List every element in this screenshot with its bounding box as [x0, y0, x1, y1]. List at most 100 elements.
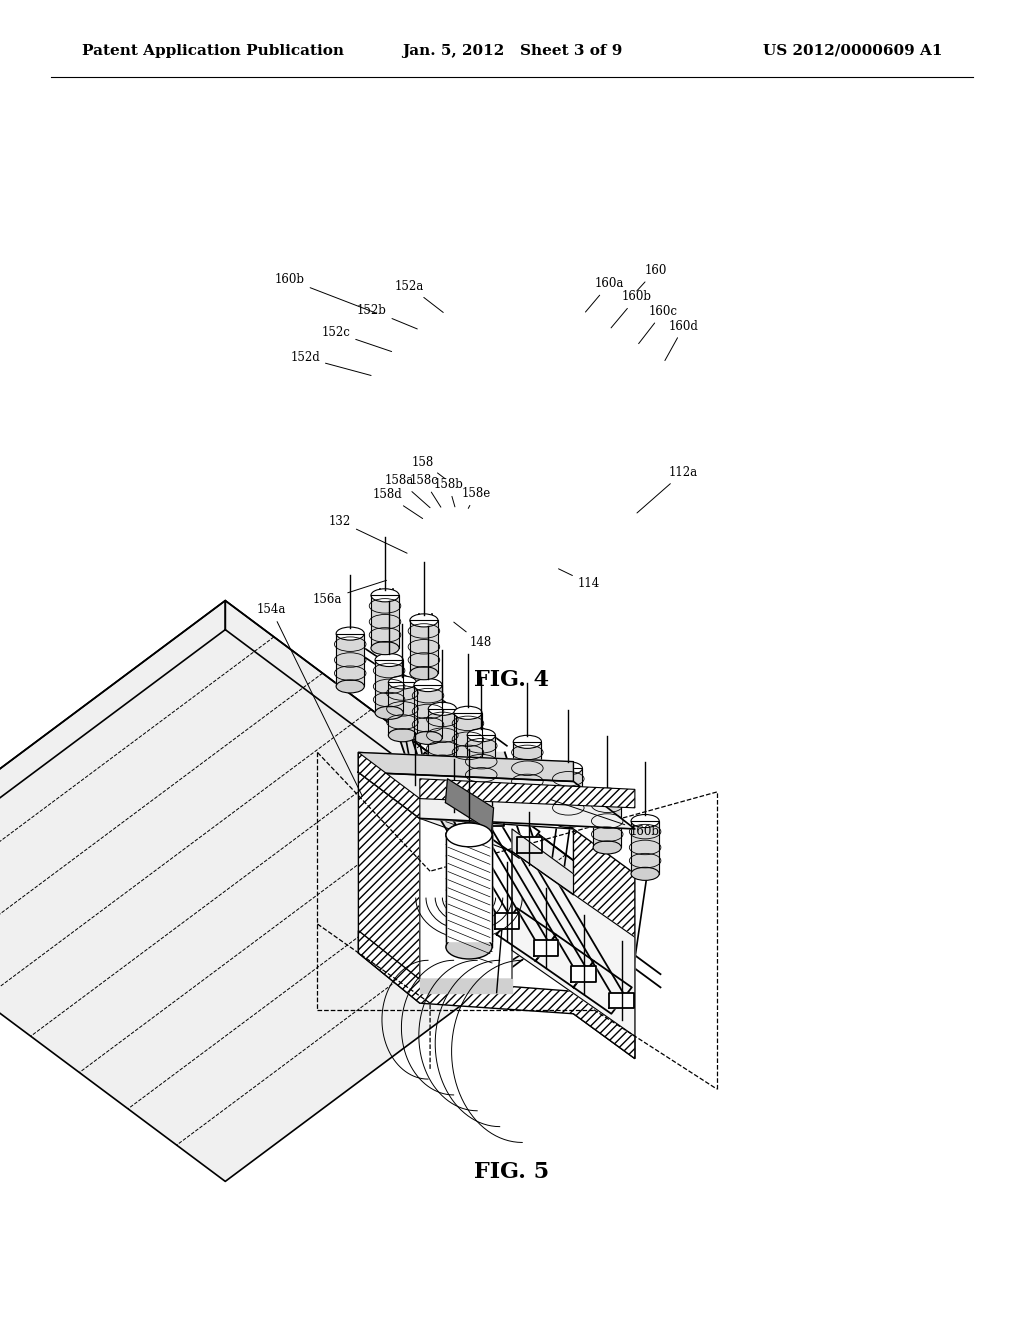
Text: 158b: 158b	[433, 478, 464, 507]
Polygon shape	[358, 752, 512, 781]
Text: US 2012/0000609 A1: US 2012/0000609 A1	[763, 44, 942, 58]
Polygon shape	[481, 805, 540, 858]
Polygon shape	[0, 601, 225, 920]
Polygon shape	[435, 851, 497, 911]
Polygon shape	[466, 847, 494, 888]
Polygon shape	[495, 913, 519, 929]
Polygon shape	[420, 818, 512, 979]
Ellipse shape	[371, 589, 399, 602]
Ellipse shape	[428, 755, 457, 768]
Text: Patent Application Publication: Patent Application Publication	[82, 44, 344, 58]
Polygon shape	[443, 779, 502, 832]
Text: 148: 148	[454, 622, 492, 649]
Polygon shape	[420, 979, 512, 993]
Ellipse shape	[454, 759, 482, 772]
Polygon shape	[494, 847, 560, 913]
Text: 114: 114	[558, 569, 600, 590]
Ellipse shape	[375, 653, 403, 667]
Polygon shape	[513, 742, 542, 795]
Polygon shape	[358, 752, 573, 781]
Polygon shape	[435, 871, 568, 964]
Polygon shape	[445, 779, 494, 832]
Polygon shape	[512, 851, 635, 1036]
Polygon shape	[497, 851, 568, 924]
Text: 160b: 160b	[611, 290, 652, 327]
Polygon shape	[358, 772, 635, 829]
Text: 160b: 160b	[551, 800, 660, 838]
Polygon shape	[0, 601, 614, 1181]
Ellipse shape	[467, 729, 496, 742]
Text: 160b: 160b	[274, 273, 376, 313]
Polygon shape	[493, 752, 536, 845]
Ellipse shape	[336, 680, 365, 693]
Polygon shape	[358, 752, 420, 818]
Polygon shape	[573, 829, 635, 1059]
Polygon shape	[571, 966, 596, 982]
Polygon shape	[446, 836, 493, 948]
Text: 160c: 160c	[639, 305, 678, 343]
Ellipse shape	[593, 841, 622, 854]
Polygon shape	[455, 726, 498, 818]
Polygon shape	[446, 836, 493, 940]
Polygon shape	[517, 837, 542, 853]
Text: 158d: 158d	[372, 488, 423, 519]
Polygon shape	[417, 700, 460, 792]
Ellipse shape	[513, 735, 542, 748]
Polygon shape	[225, 601, 614, 920]
Ellipse shape	[336, 627, 365, 640]
Polygon shape	[409, 766, 513, 921]
Text: 160a: 160a	[586, 277, 624, 312]
Polygon shape	[358, 931, 635, 1059]
Ellipse shape	[454, 706, 482, 719]
Polygon shape	[404, 752, 464, 805]
Text: 156a: 156a	[313, 581, 386, 606]
Text: 158c: 158c	[410, 474, 441, 507]
Ellipse shape	[446, 824, 493, 847]
Text: 154a: 154a	[257, 603, 362, 796]
Ellipse shape	[410, 614, 438, 627]
Ellipse shape	[513, 788, 542, 801]
Polygon shape	[466, 867, 560, 935]
Ellipse shape	[467, 781, 496, 795]
Text: 152c: 152c	[322, 326, 391, 351]
Ellipse shape	[446, 824, 493, 847]
Ellipse shape	[428, 702, 457, 715]
Ellipse shape	[631, 867, 659, 880]
Polygon shape	[414, 685, 442, 738]
Polygon shape	[512, 829, 573, 895]
Polygon shape	[573, 961, 632, 1014]
Ellipse shape	[388, 729, 417, 742]
Text: 160d: 160d	[665, 319, 699, 360]
Polygon shape	[479, 810, 504, 826]
Polygon shape	[388, 682, 417, 735]
Polygon shape	[609, 993, 634, 1008]
Ellipse shape	[410, 667, 438, 680]
Text: 152d: 152d	[290, 351, 371, 375]
Ellipse shape	[388, 676, 417, 689]
Polygon shape	[534, 940, 558, 956]
Polygon shape	[467, 735, 496, 788]
Text: Jan. 5, 2012   Sheet 3 of 9: Jan. 5, 2012 Sheet 3 of 9	[401, 44, 623, 58]
Polygon shape	[485, 818, 590, 974]
Text: 152a: 152a	[395, 280, 443, 313]
Text: 158a: 158a	[385, 474, 430, 508]
Ellipse shape	[414, 731, 442, 744]
Polygon shape	[371, 595, 399, 648]
Ellipse shape	[375, 706, 403, 719]
Text: FIG. 4: FIG. 4	[474, 669, 550, 690]
Polygon shape	[375, 660, 403, 713]
Ellipse shape	[593, 788, 622, 801]
Ellipse shape	[446, 935, 493, 958]
Polygon shape	[378, 673, 421, 766]
Text: 132: 132	[329, 515, 408, 553]
Text: 158: 158	[412, 455, 445, 479]
Polygon shape	[441, 784, 466, 800]
Text: 112a: 112a	[637, 466, 697, 513]
Polygon shape	[420, 779, 635, 808]
Polygon shape	[593, 795, 622, 847]
Text: 158e: 158e	[462, 487, 490, 508]
Polygon shape	[410, 620, 438, 673]
Polygon shape	[428, 709, 457, 762]
Text: 160: 160	[637, 264, 667, 290]
Polygon shape	[358, 772, 420, 1003]
